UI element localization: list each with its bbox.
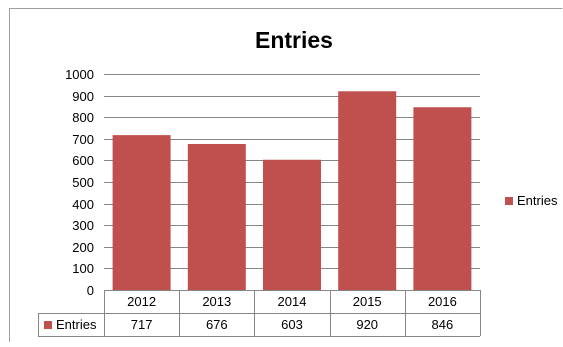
bar: [113, 135, 171, 290]
bar: [338, 91, 396, 290]
y-tick-label: 900: [72, 89, 94, 104]
table-series-label: Entries: [56, 317, 97, 332]
table-legend-swatch: [44, 321, 52, 329]
data-label: 717: [131, 317, 153, 332]
data-label: 676: [206, 317, 228, 332]
chart-title: Entries: [255, 27, 333, 53]
bars: [113, 91, 472, 290]
legend-label: Entries: [517, 193, 558, 208]
y-tick-label: 400: [72, 197, 94, 212]
bar: [188, 144, 246, 290]
data-label: 846: [432, 317, 454, 332]
x-tick-label: 2012: [127, 294, 156, 309]
y-axis-ticks: 0 100 200 300 400 500 600 700 800 900 1000: [65, 67, 94, 298]
y-tick-label: 700: [72, 132, 94, 147]
y-tick-label: 500: [72, 175, 94, 190]
y-tick-label: 300: [72, 218, 94, 233]
data-table: 2012 717 2013 676 2014 603 2015 920 2016 846 Entri…: [38, 290, 481, 337]
x-tick-label: 2013: [202, 294, 231, 309]
legend: Entries: [505, 193, 558, 208]
bar: [263, 160, 321, 290]
x-tick-label: 2015: [353, 294, 382, 309]
data-label: 920: [356, 317, 378, 332]
y-tick-label: 100: [72, 261, 94, 276]
data-label: 603: [281, 317, 303, 332]
x-tick-label: 2014: [278, 294, 307, 309]
bar: [413, 107, 471, 290]
y-tick-label: 0: [87, 283, 94, 298]
x-tick-label: 2016: [428, 294, 457, 309]
legend-swatch: [505, 197, 513, 205]
y-tick-label: 1000: [65, 67, 94, 82]
y-tick-label: 200: [72, 240, 94, 255]
y-tick-label: 600: [72, 153, 94, 168]
y-tick-label: 800: [72, 110, 94, 125]
